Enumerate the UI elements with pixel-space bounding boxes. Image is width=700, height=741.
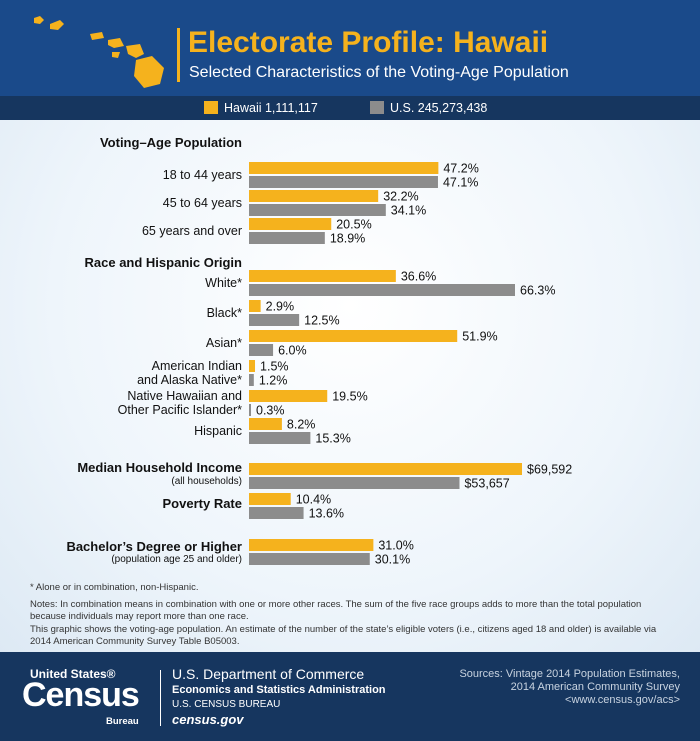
row-1-3-label-line2: and Alaska Native*: [137, 373, 242, 387]
row-0-2-label: 65 years and over: [142, 224, 242, 238]
row-0-2-us-bar: [249, 232, 325, 244]
footnote-voting: This graphic shows the voting-age popula…: [30, 624, 657, 647]
row-0-1-label: 45 to 64 years: [163, 196, 242, 210]
legend-label-us: U.S. 245,273,438: [390, 101, 488, 115]
row-1-5-us-value: 15.3%: [315, 432, 350, 446]
legend-swatch-us: [370, 101, 384, 114]
source-line-3[interactable]: <www.census.gov/acs>: [565, 694, 680, 706]
row-2-0-hawaii-value: $69,592: [527, 463, 572, 477]
row-3-0-us-value: 13.6%: [309, 507, 344, 521]
section-subheading-2: (all households): [171, 476, 242, 487]
row-1-2-hawaii-bar: [249, 330, 458, 342]
row-1-4-label-line2: Other Pacific Islander*: [118, 403, 242, 417]
row-1-2-label: Asian*: [206, 336, 242, 350]
row-3-0-us-bar: [249, 507, 304, 519]
footer: United States® Census Bureau U.S. Depart…: [0, 652, 700, 741]
row-1-0-us-value: 66.3%: [520, 284, 555, 298]
row-1-5-us-bar: [249, 432, 311, 444]
row-1-1-us-bar: [249, 314, 300, 326]
row-1-4-label-line1: Native Hawaiian and: [127, 389, 242, 403]
row-3-0-hawaii-value: 10.4%: [296, 493, 331, 507]
row-4-0-us-bar: [249, 553, 370, 565]
esa-label: Economics and Statistics Administration: [172, 684, 386, 696]
census-logo-main: Census: [22, 676, 140, 714]
section-heading-0: Voting–Age Population: [100, 135, 242, 150]
row-1-0-hawaii-value: 36.6%: [401, 270, 436, 284]
census-logo-top: United States®: [30, 667, 116, 681]
row-0-1-us-value: 34.1%: [391, 204, 426, 218]
row-0-1-hawaii-bar: [249, 190, 379, 202]
row-0-0-hawaii-bar: [249, 162, 439, 174]
hawaii-islands-icon: [34, 16, 164, 88]
row-2-0-us-value: $53,657: [464, 477, 509, 491]
row-1-5-hawaii-value: 8.2%: [287, 418, 316, 432]
row-1-2-us-value: 6.0%: [278, 344, 307, 358]
row-1-0-us-bar: [249, 284, 515, 296]
row-1-0-label: White*: [205, 276, 242, 290]
row-1-1-hawaii-bar: [249, 300, 261, 312]
row-1-1-us-value: 12.5%: [304, 314, 339, 328]
legend-item-us: U.S. 245,273,438: [370, 101, 487, 115]
row-1-4-us-value: 0.3%: [256, 404, 285, 418]
row-1-3-hawaii-value: 1.5%: [260, 360, 289, 374]
footer-divider: [160, 670, 161, 726]
row-0-0-hawaii-value: 47.2%: [443, 162, 478, 176]
row-0-0-us-value: 47.1%: [443, 176, 478, 190]
row-1-4-hawaii-bar: [249, 390, 328, 402]
row-1-4-us-bar: [249, 404, 251, 416]
row-1-3-us-value: 1.2%: [259, 374, 288, 388]
row-2-0-hawaii-bar: [249, 463, 522, 475]
source-line-1: Sources: Vintage 2014 Population Estimat…: [459, 668, 680, 680]
row-1-3-hawaii-bar: [249, 360, 256, 372]
row-0-1-hawaii-value: 32.2%: [383, 190, 418, 204]
section-subheading-4: (population age 25 and older): [111, 554, 242, 565]
row-4-0-hawaii-value: 31.0%: [378, 539, 413, 553]
chart-area: Voting–Age Population 18 to 44 years 47.2%…: [0, 120, 700, 652]
row-0-0-us-bar: [249, 176, 438, 188]
row-4-0-hawaii-bar: [249, 539, 374, 551]
bureau-label: U.S. CENSUS BUREAU: [172, 699, 281, 710]
row-1-2-hawaii-value: 51.9%: [462, 330, 497, 344]
section-heading-1: Race and Hispanic Origin: [85, 255, 243, 270]
legend-item-hawaii: Hawaii 1,111,117: [204, 101, 318, 115]
row-1-5-label: Hispanic: [194, 424, 242, 438]
row-0-2-us-value: 18.9%: [330, 232, 365, 246]
row-1-2-us-bar: [249, 344, 274, 356]
footnote-asterisk: * Alone or in combination, non-Hispanic.: [30, 582, 199, 593]
source-line-2: 2014 American Community Survey: [510, 681, 680, 693]
section-heading-4: Bachelor’s Degree or Higher: [66, 539, 242, 554]
row-1-3-label-line1: American Indian: [152, 359, 242, 373]
row-0-2-hawaii-bar: [249, 218, 332, 230]
census-site-link[interactable]: census.gov: [172, 712, 244, 727]
legend: Hawaii 1,111,117 U.S. 245,273,438: [0, 96, 700, 120]
section-heading-3: Poverty Rate: [163, 496, 242, 511]
row-1-3-us-bar: [249, 374, 254, 386]
legend-label-hawaii: Hawaii 1,111,117: [224, 101, 318, 115]
row-1-1-label: Black*: [207, 306, 243, 320]
page-subtitle: Selected Characteristics of the Voting-A…: [189, 64, 569, 81]
row-2-0-us-bar: [249, 477, 460, 489]
page-title: Electorate Profile: Hawaii: [188, 26, 549, 59]
dept-of-commerce: U.S. Department of Commerce: [172, 666, 365, 682]
legend-swatch-hawaii: [204, 101, 218, 114]
sources: Sources: Vintage 2014 Population Estimat…: [459, 668, 680, 707]
row-0-0-label: 18 to 44 years: [163, 168, 242, 182]
row-3-0-hawaii-bar: [249, 493, 291, 505]
row-1-1-hawaii-value: 2.9%: [266, 300, 295, 314]
section-heading-2: Median Household Income: [77, 460, 242, 475]
row-4-0-us-value: 30.1%: [375, 553, 410, 567]
row-1-5-hawaii-bar: [249, 418, 282, 430]
row-0-1-us-bar: [249, 204, 386, 216]
header: Electorate Profile: Hawaii Selected Char…: [0, 0, 700, 96]
row-0-2-hawaii-value: 20.5%: [336, 218, 371, 232]
row-1-0-hawaii-bar: [249, 270, 396, 282]
footnote-notes: Notes: In combination means in combinati…: [30, 599, 642, 622]
chart: Voting–Age Population 18 to 44 years 47.2%…: [66, 135, 572, 567]
census-logo-bottom: Bureau: [106, 716, 139, 727]
row-1-4-hawaii-value: 19.5%: [332, 390, 367, 404]
title-accent-bar: [177, 28, 180, 82]
